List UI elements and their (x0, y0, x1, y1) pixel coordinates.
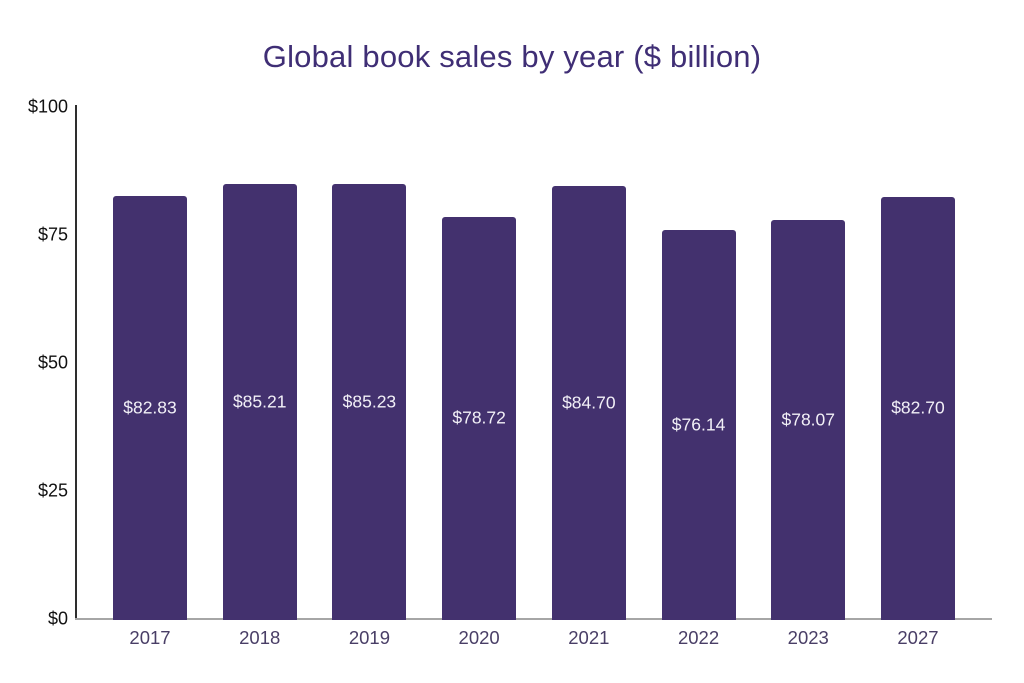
bar-2020: $78.72 (442, 216, 517, 620)
bar-2027: $82.70 (880, 196, 955, 620)
bar-value-label-2022: $76.14 (671, 414, 726, 435)
bar-value-label-2018: $85.21 (232, 391, 287, 412)
x-tick-2021: 2021 (568, 627, 610, 648)
bar-value-label-2017: $82.83 (123, 397, 177, 418)
y-axis-ticks: $100 $75 $50 $25 $0 (0, 97, 68, 629)
bar-2023: $78.07 (771, 220, 846, 620)
x-tick-2023: 2023 (787, 627, 829, 648)
bar-2017: $82.83 (113, 195, 187, 620)
y-tick-25: $25 (37, 480, 68, 501)
y-axis-line (75, 105, 77, 620)
bar-2021: $84.70 (551, 186, 626, 620)
bar-2019: $85.23 (332, 183, 407, 620)
bar-value-label-2020: $78.72 (452, 407, 506, 428)
x-tick-2027: 2027 (897, 627, 939, 648)
y-tick-75: $75 (37, 224, 68, 245)
bars-container: $82.83 $85.21 $85.23 $78.72 $84.70 $76.14 $78.… (75, 107, 992, 620)
y-tick-100: $100 (27, 96, 68, 117)
x-tick-2019: 2019 (348, 627, 390, 648)
x-tick-2017: 2017 (129, 627, 171, 648)
x-tick-2022: 2022 (677, 627, 720, 648)
bar-2022: $76.14 (661, 230, 736, 620)
x-tick-2018: 2018 (239, 627, 281, 648)
x-axis-line (75, 618, 992, 620)
chart-title: Global book sales by year ($ billion) (262, 39, 762, 74)
x-axis-ticks: 2017 2018 2019 2020 2021 2022 2023 2027 (75, 627, 992, 651)
bar-value-label-2023: $78.07 (781, 409, 836, 430)
y-tick-0: $0 (47, 608, 68, 629)
bar-value-label-2021: $84.70 (562, 392, 616, 413)
bar-value-label-2019: $85.23 (342, 391, 397, 412)
y-tick-50: $50 (37, 352, 68, 373)
bar-value-label-2027: $82.70 (891, 397, 945, 418)
x-tick-2020: 2020 (458, 627, 500, 648)
bar-2018: $85.21 (222, 183, 297, 620)
